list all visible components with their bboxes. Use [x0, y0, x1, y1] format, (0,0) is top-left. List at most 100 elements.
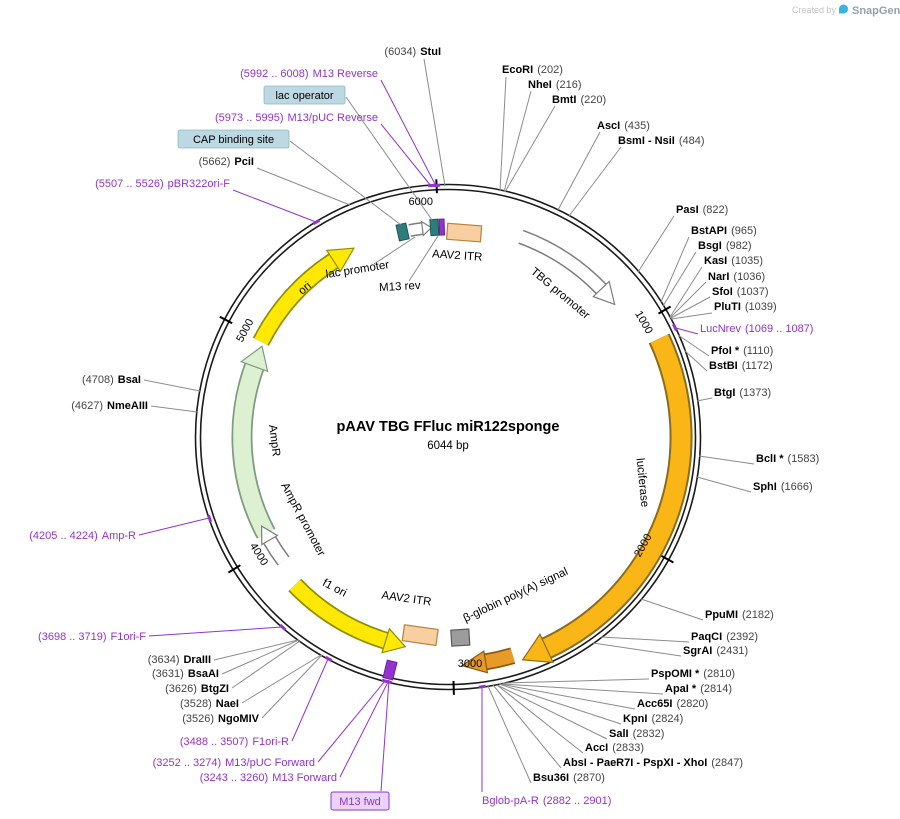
leader-line: [499, 76, 507, 192]
m13-fwd-label-box: [330, 791, 390, 811]
f1-ori-label: f1 ori: [320, 577, 348, 600]
primer-pos: (5507 .. 5526): [95, 178, 164, 190]
primer-label: LucNrev (1069 .. 1087): [700, 323, 813, 335]
leader-line: [213, 639, 299, 661]
site-pos: (2833): [612, 742, 644, 754]
site-label: (3528) NaeI: [180, 698, 239, 710]
tick-label-3000: 3000: [458, 658, 482, 670]
site-name: PluTI: [714, 301, 741, 313]
site-pos: (4627): [71, 400, 103, 412]
primer-pos: (3243 .. 3260): [200, 772, 269, 784]
primer-leader-line: [380, 123, 432, 187]
m13-rev-box: [438, 218, 446, 236]
site-pos: (2824): [651, 713, 683, 725]
luciferase-arrow: [521, 333, 693, 663]
leader-line: [221, 639, 300, 675]
primer-pos: (2882 .. 2901): [543, 795, 612, 807]
leader-line: [289, 140, 402, 226]
site-label: (3626) BtgZI: [165, 683, 229, 695]
aav2-itr-bottom-label: AAV2 ITR: [381, 590, 432, 609]
site-label: (4708) BsaI: [82, 374, 141, 386]
site-name: BsmI - NsiI: [618, 135, 675, 147]
ampr-promoter-label: AmpR promoter: [278, 481, 327, 558]
leader-line: [496, 684, 608, 740]
site-pos: (1039): [745, 301, 777, 313]
site-label: KpnI (2824): [623, 713, 683, 725]
primer-label: Bglob-pA-R (2882 .. 2901): [482, 795, 611, 807]
site-name: ApaI *: [665, 683, 697, 695]
leader-line: [408, 235, 439, 282]
leader-line: [698, 455, 755, 465]
site-name: KasI: [704, 255, 727, 267]
ori-arrow: [252, 247, 355, 346]
leader-line: [557, 131, 601, 211]
cap-binding-site-box: [395, 222, 410, 242]
site-label: SfoI (1037): [712, 286, 769, 298]
f1-ori-arrow: [288, 578, 407, 654]
site-label: (3631) BsaAI: [152, 668, 219, 680]
aav2-itr-bottom-box: [401, 624, 439, 647]
site-label: PfoI * (1110): [711, 345, 773, 357]
arrow-body: [264, 536, 289, 565]
site-label: PpuMI (2182): [705, 609, 774, 621]
primer-name: M13 Forward: [272, 772, 337, 784]
site-label: PaqCI (2392): [691, 631, 758, 643]
site-label: (3526) NgoMIV: [182, 713, 259, 725]
leader-line: [492, 684, 562, 769]
site-label: ApaI * (2814): [665, 683, 732, 695]
site-label: (6034) StuI: [384, 46, 441, 58]
site-label: EcoRI (202): [502, 64, 563, 76]
primer-label: (5507 .. 5526) pBR322ori-F: [95, 178, 230, 190]
primer-name: Bglob-pA-R: [482, 795, 539, 807]
arrow-body: [254, 254, 338, 346]
leader-line: [677, 334, 710, 357]
site-pos: (220): [580, 94, 606, 106]
tick-mark: [660, 554, 674, 564]
site-label: AbsI - PaeR7I - PspXI - XhoI (2847): [563, 757, 743, 769]
leader-line: [669, 266, 703, 318]
arrow-body: [484, 649, 515, 669]
primer-name: pBR322ori-F: [168, 178, 231, 190]
primer-leader-line: [380, 79, 437, 187]
site-name: BmtI: [552, 94, 576, 106]
primer-name: LucNrev: [700, 323, 741, 335]
site-label: (5662) PciI: [199, 156, 254, 168]
arrow-head: [521, 632, 554, 663]
leader-line: [423, 58, 446, 187]
site-label: SalI (2832): [609, 728, 664, 740]
leader-line: [241, 654, 322, 704]
site-name: KpnI: [623, 713, 647, 725]
cap-binding-site-label: CAP binding site: [193, 134, 274, 146]
m13-fwd-box: [382, 659, 398, 681]
arrow-head: [325, 247, 355, 273]
site-pos: (1036): [733, 271, 765, 283]
leader-line: [592, 642, 682, 657]
site-pos: (3626): [165, 683, 197, 695]
primer-pos: (5973 .. 5995): [215, 112, 284, 124]
site-pos: (1373): [739, 387, 771, 399]
leader-line: [256, 167, 351, 206]
site-pos: (3631): [152, 668, 184, 680]
primer-name: F1ori-R: [252, 736, 289, 748]
arrow-body: [289, 579, 388, 648]
site-label: BsmI - NsiI (484): [618, 135, 705, 147]
m13-fwd-label: M13 fwd: [339, 796, 381, 808]
site-label: Bsu36I (2870): [533, 772, 605, 784]
primer-label: (3698 .. 3719) F1ori-F: [38, 631, 146, 643]
tick-label-6000: 6000: [409, 196, 433, 208]
primer-label: (3488 .. 3507) F1ori-R: [180, 736, 289, 748]
leader-line: [696, 476, 752, 493]
site-name: SgrAI: [683, 645, 712, 657]
site-name: PfoI *: [711, 345, 740, 357]
site-name: NaeI: [216, 698, 239, 710]
site-pos: (3528): [180, 698, 212, 710]
tick-label-5000: 5000: [234, 317, 256, 344]
leader-line: [696, 397, 713, 402]
site-name: PaqCI: [691, 631, 722, 643]
site-pos: (2832): [633, 728, 665, 740]
watermark-created-by: Created by: [792, 5, 837, 15]
site-name: AscI: [597, 120, 620, 132]
primer-name: M13/pUC Reverse: [288, 112, 378, 124]
site-name: BstAPI: [691, 225, 727, 237]
site-pos: (2810): [703, 668, 735, 680]
